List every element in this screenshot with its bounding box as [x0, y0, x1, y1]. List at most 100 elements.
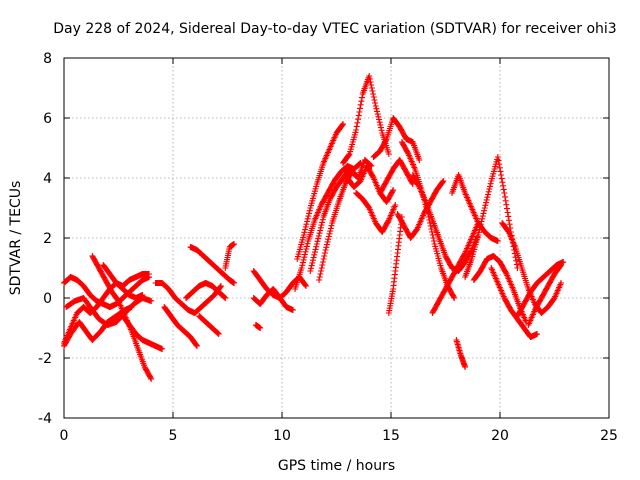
y-tick-label: 6 [43, 111, 52, 127]
data-point [558, 262, 565, 268]
y-tick-label: -2 [38, 351, 52, 367]
data-point [373, 105, 380, 112]
data-point [193, 343, 200, 349]
data-point [558, 280, 565, 286]
x-tick-label: 0 [60, 428, 69, 444]
chart-title: Day 228 of 2024, Sidereal Day-to-day VTE… [53, 21, 616, 37]
data-point [430, 238, 437, 244]
series-arc-24 [370, 115, 423, 163]
data-point [430, 235, 437, 241]
data-point [482, 202, 489, 209]
data-point [450, 293, 457, 300]
data-point [481, 205, 488, 211]
data-point [372, 100, 379, 106]
data-point [476, 226, 483, 233]
data-point [340, 121, 347, 127]
data-point [215, 331, 222, 337]
series-arc-26 [385, 214, 405, 316]
data-point [382, 137, 389, 144]
data-point [313, 241, 320, 247]
data-point [231, 241, 238, 247]
data-point [325, 236, 332, 243]
data-point [483, 199, 490, 206]
data-point [389, 188, 396, 195]
axis-ticks: 0 5 10 15 20 25 -4 -2 0 2 4 6 8 [38, 51, 618, 444]
data-point [375, 113, 382, 120]
series-arc-31 [449, 172, 501, 244]
data-point [494, 154, 501, 160]
data-point [368, 85, 375, 91]
data-point [502, 193, 509, 200]
data-point [357, 101, 364, 108]
data-point [462, 364, 469, 370]
data-point [505, 217, 512, 224]
data-point [513, 257, 520, 264]
grid-lines [64, 58, 609, 418]
data-point [357, 105, 364, 112]
data-point [315, 235, 322, 242]
series-arc-2 [61, 274, 153, 310]
data-point [390, 187, 397, 193]
data-point [461, 251, 468, 258]
data-point [215, 330, 222, 337]
data-point [222, 295, 229, 301]
data-point [409, 179, 416, 186]
data-point [374, 108, 381, 115]
data-point [302, 283, 309, 289]
x-tick-label: 20 [491, 428, 509, 444]
data-point [486, 183, 493, 190]
data-point [503, 205, 510, 212]
data-point [322, 247, 329, 253]
series-arc-11 [187, 244, 238, 286]
data-point [193, 342, 200, 349]
data-point [317, 224, 324, 231]
series-arc-15 [250, 286, 296, 313]
data-point [366, 73, 373, 79]
data-point [316, 230, 323, 237]
data-point [534, 331, 541, 337]
data-point [496, 161, 503, 168]
data-point [302, 223, 309, 230]
series-arc-22 [344, 163, 397, 205]
series-arc-13 [222, 241, 238, 271]
series-arc-17 [292, 160, 364, 292]
data-point [366, 76, 373, 82]
data-point [502, 269, 509, 276]
data-point [428, 229, 435, 235]
data-point [299, 259, 306, 266]
data-point [498, 172, 505, 178]
data-point [302, 282, 309, 289]
data-point [354, 119, 361, 126]
data-point [325, 233, 332, 240]
data-point [139, 292, 146, 298]
data-point [339, 121, 346, 128]
data-point [310, 254, 317, 261]
data-point [148, 376, 155, 382]
data-point [311, 249, 318, 256]
data-point [315, 232, 322, 239]
series-arc-38 [525, 262, 565, 328]
series-arc-33 [453, 337, 469, 370]
data-point [147, 374, 154, 381]
data-point [485, 188, 492, 195]
series-arc-35 [488, 265, 541, 340]
data-point [231, 280, 238, 286]
data-point [371, 97, 378, 103]
data-point [314, 238, 321, 245]
data-point [319, 219, 326, 226]
data-point [484, 194, 491, 201]
data-point [478, 218, 485, 225]
y-axis-label: SDTVAR / TECUs [8, 181, 24, 296]
y-tick-label: 8 [43, 51, 52, 67]
data-point [345, 151, 352, 158]
y-tick-label: 4 [43, 171, 52, 187]
data-point [485, 191, 492, 198]
data-point [497, 168, 504, 175]
data-point [370, 91, 377, 97]
series-arc-37 [514, 259, 567, 319]
data-point [513, 261, 520, 268]
y-tick-label: 2 [43, 231, 52, 247]
data-point [475, 229, 482, 236]
data-point [385, 218, 392, 225]
